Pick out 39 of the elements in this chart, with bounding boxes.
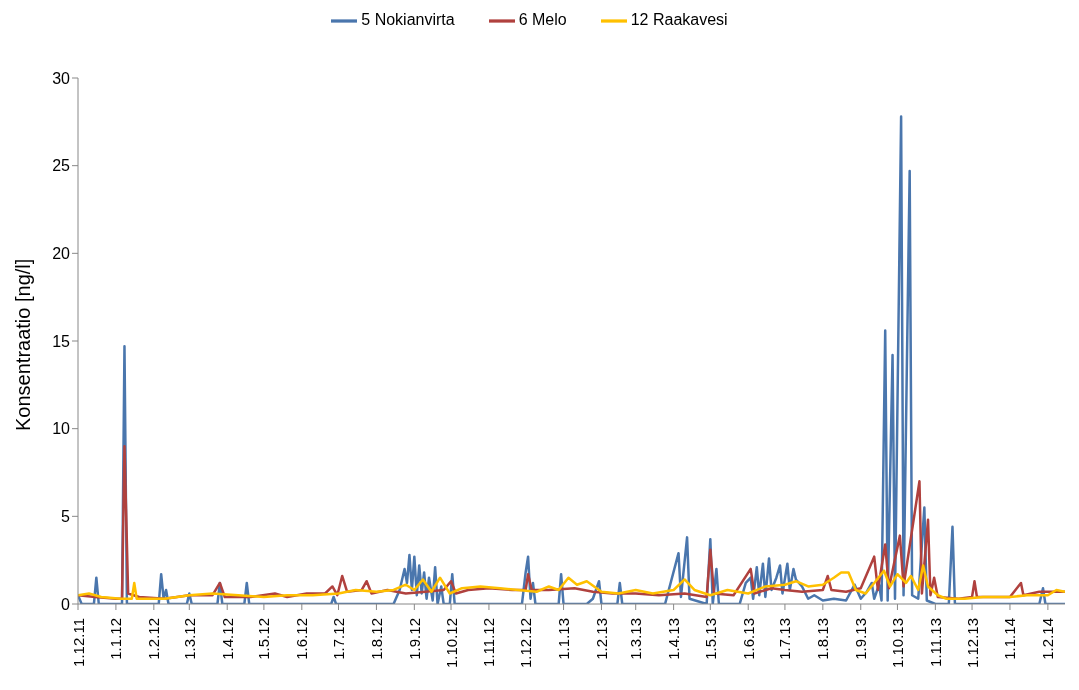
- x-tick-label: 1.9.12: [405, 618, 423, 660]
- y-tick-label: 10: [52, 420, 71, 438]
- legend-label: 5 Nokianvirta: [361, 11, 455, 29]
- x-tick-label: 1.10.13: [888, 618, 906, 669]
- y-tick-label: 15: [52, 332, 71, 350]
- x-tick-label: 1.5.12: [255, 618, 273, 660]
- x-tick-label: 1.3.13: [627, 618, 645, 660]
- y-axis-title: Konsentraatio [ng/l]: [12, 258, 35, 431]
- y-tick-label: 0: [61, 595, 71, 613]
- x-tick-label: 1.4.12: [218, 618, 236, 660]
- x-tick-label: 1.1.13: [555, 618, 573, 660]
- x-tick-label: 1.2.13: [592, 618, 610, 660]
- x-tick-label: 1.4.13: [665, 618, 683, 660]
- y-tick-label: 25: [52, 157, 71, 175]
- x-tick-label: 1.1.12: [107, 618, 125, 660]
- x-tick-label: 1.12.12: [517, 618, 535, 669]
- x-tick-label: 1.8.13: [814, 618, 832, 660]
- x-tick-label: 1.11.13: [926, 618, 944, 667]
- x-tick-label: 1.9.13: [852, 618, 870, 660]
- y-tick-label: 20: [52, 245, 71, 263]
- x-tick-label: 1.3.12: [180, 618, 198, 660]
- x-tick-label: 1.10.12: [442, 618, 460, 669]
- y-tick-label: 30: [52, 69, 71, 87]
- line-series: [78, 564, 1065, 600]
- x-tick-label: 1.12.13: [963, 618, 981, 669]
- x-tick-label: 1.2.14: [1039, 618, 1057, 660]
- y-tick-label: 5: [61, 508, 71, 526]
- x-tick-label: 1.1.14: [1001, 618, 1019, 660]
- legend-label: 6 Melo: [518, 11, 567, 29]
- x-tick-label: 1.7.12: [330, 618, 348, 660]
- x-tick-label: 1.7.13: [776, 618, 794, 660]
- legend-label: 12 Raakavesi: [630, 11, 728, 29]
- x-tick-label: 1.6.12: [293, 618, 311, 660]
- x-tick-label: 1.5.13: [701, 618, 719, 660]
- x-tick-label: 1.11.12: [480, 618, 498, 667]
- x-tick-label: 1.12.11: [69, 618, 87, 667]
- x-tick-label: 1.8.12: [367, 618, 385, 660]
- x-tick-label: 1.6.13: [739, 618, 757, 660]
- x-tick-label: 1.2.12: [145, 618, 163, 660]
